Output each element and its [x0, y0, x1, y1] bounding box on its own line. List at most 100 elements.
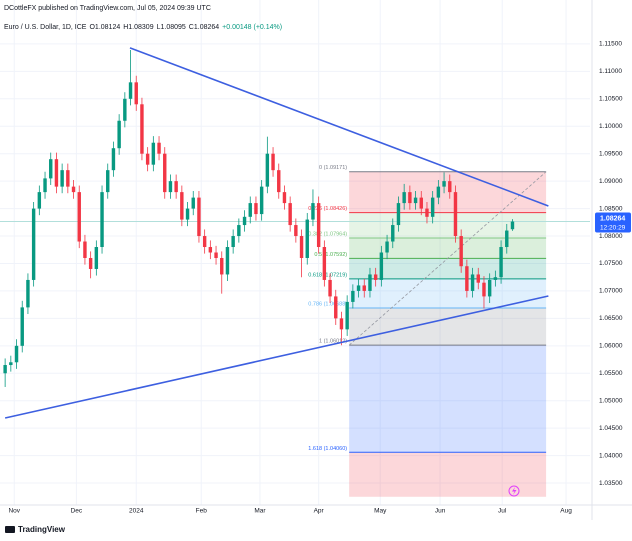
y-tick-label: 1.11500	[599, 41, 622, 48]
candle-body	[9, 362, 13, 366]
fib-label: 0.5 (1.07592)	[314, 252, 347, 258]
candle-body	[334, 296, 338, 319]
candle-body	[448, 181, 452, 193]
candle-body	[453, 192, 458, 237]
price-tag-countdown: 12:20:29	[600, 224, 626, 231]
candle-body	[305, 219, 309, 258]
fib-band	[349, 238, 547, 259]
candle-body	[83, 241, 87, 258]
logo-text: TradingView	[18, 525, 66, 534]
candle-body	[379, 252, 384, 280]
candle-body	[145, 153, 150, 165]
candle-body	[413, 197, 418, 204]
y-tick-label: 1.06000	[599, 343, 623, 350]
candle-body	[191, 197, 195, 209]
candle-body	[117, 120, 121, 149]
x-tick-label: 2024	[129, 508, 144, 515]
candle-body	[362, 285, 366, 291]
candle-body	[311, 203, 315, 220]
candle-body	[487, 279, 492, 297]
candle-body	[265, 153, 270, 187]
y-tick-label: 1.08500	[599, 205, 623, 212]
fib-band	[349, 308, 547, 346]
candle-body	[202, 236, 207, 248]
candle-body	[237, 225, 241, 237]
candle-body	[174, 181, 178, 193]
logo: TradingView	[5, 525, 66, 534]
candle-body	[391, 225, 395, 242]
price-tag-value: 1.08264	[600, 215, 625, 222]
fib-trend	[348, 171, 547, 346]
candle-body	[299, 236, 304, 258]
symbol-item: O1.08124	[89, 24, 120, 31]
y-tick-label: 1.05500	[599, 370, 623, 377]
candle-body	[231, 236, 235, 248]
y-tick-label: 1.08000	[599, 233, 623, 240]
candle-body	[242, 216, 247, 226]
candle-body	[294, 225, 298, 237]
candle-body	[442, 181, 446, 187]
candle-body	[430, 197, 435, 217]
x-tick-label: Jun	[435, 508, 446, 515]
lightning-icon	[508, 485, 520, 497]
y-tick-label: 1.04000	[599, 452, 623, 459]
candle-body	[123, 98, 127, 121]
candle-body	[345, 301, 349, 330]
candle-body	[316, 203, 321, 248]
trendline	[4, 295, 549, 419]
candle-body	[31, 208, 36, 280]
y-tick-label: 1.09500	[599, 150, 623, 157]
candle-body	[88, 257, 93, 269]
candle-body	[436, 186, 441, 198]
candle-body	[197, 197, 201, 237]
candle-body	[465, 266, 469, 291]
candle-body	[94, 247, 99, 269]
candle-body	[402, 192, 406, 204]
candle-body	[157, 142, 161, 154]
x-tick-label: May	[374, 508, 387, 515]
candle-body	[3, 365, 7, 374]
candle-body	[373, 274, 378, 280]
x-tick-label: Nov	[8, 508, 20, 515]
fib-label: 1.618 (1.04060)	[308, 446, 347, 452]
candle-body	[505, 230, 509, 248]
candle-body	[151, 142, 156, 165]
symbol-item: +0.00148 (+0.14%)	[222, 24, 282, 31]
candle-body	[476, 274, 480, 283]
y-tick-label: 1.04500	[599, 425, 623, 432]
y-tick-label: 1.11000	[599, 68, 622, 75]
candle-body	[106, 170, 110, 193]
trendline	[129, 47, 549, 207]
fib-label: 0 (1.09171)	[319, 165, 347, 171]
price-tag	[595, 212, 631, 233]
fib-band	[349, 212, 547, 239]
candle-body	[271, 153, 275, 171]
symbol-item: C1.08264	[189, 24, 219, 31]
candle-body	[282, 192, 287, 204]
symbol-line: Euro / U.S. Dollar, 1D, ICE O1.08124 H1.08…	[4, 24, 282, 31]
candle-body	[328, 279, 332, 297]
symbol-item: Euro / U.S. Dollar, 1D, ICE	[4, 24, 87, 31]
candle-body	[499, 247, 503, 278]
fib-label: 0.786 (1.06688)	[308, 302, 347, 308]
candle-body	[214, 252, 218, 258]
candle-body	[26, 279, 30, 308]
candle-body	[54, 159, 59, 187]
candle-body	[134, 82, 138, 105]
candle-body	[225, 247, 230, 275]
fib-label: 0.236 (1.08426)	[308, 206, 347, 212]
candle-body	[220, 257, 224, 275]
y-tick-label: 1.03500	[599, 480, 623, 487]
candle-body	[77, 192, 81, 242]
candle-body	[140, 104, 144, 154]
symbol-item: L1.08095	[157, 24, 186, 31]
candle-body	[259, 186, 264, 215]
candle-body	[408, 192, 412, 204]
x-tick-label: Mar	[254, 508, 266, 515]
candle-body	[459, 236, 463, 267]
candle-body	[71, 186, 76, 193]
candle-body	[425, 208, 429, 217]
candle-body	[111, 148, 116, 171]
